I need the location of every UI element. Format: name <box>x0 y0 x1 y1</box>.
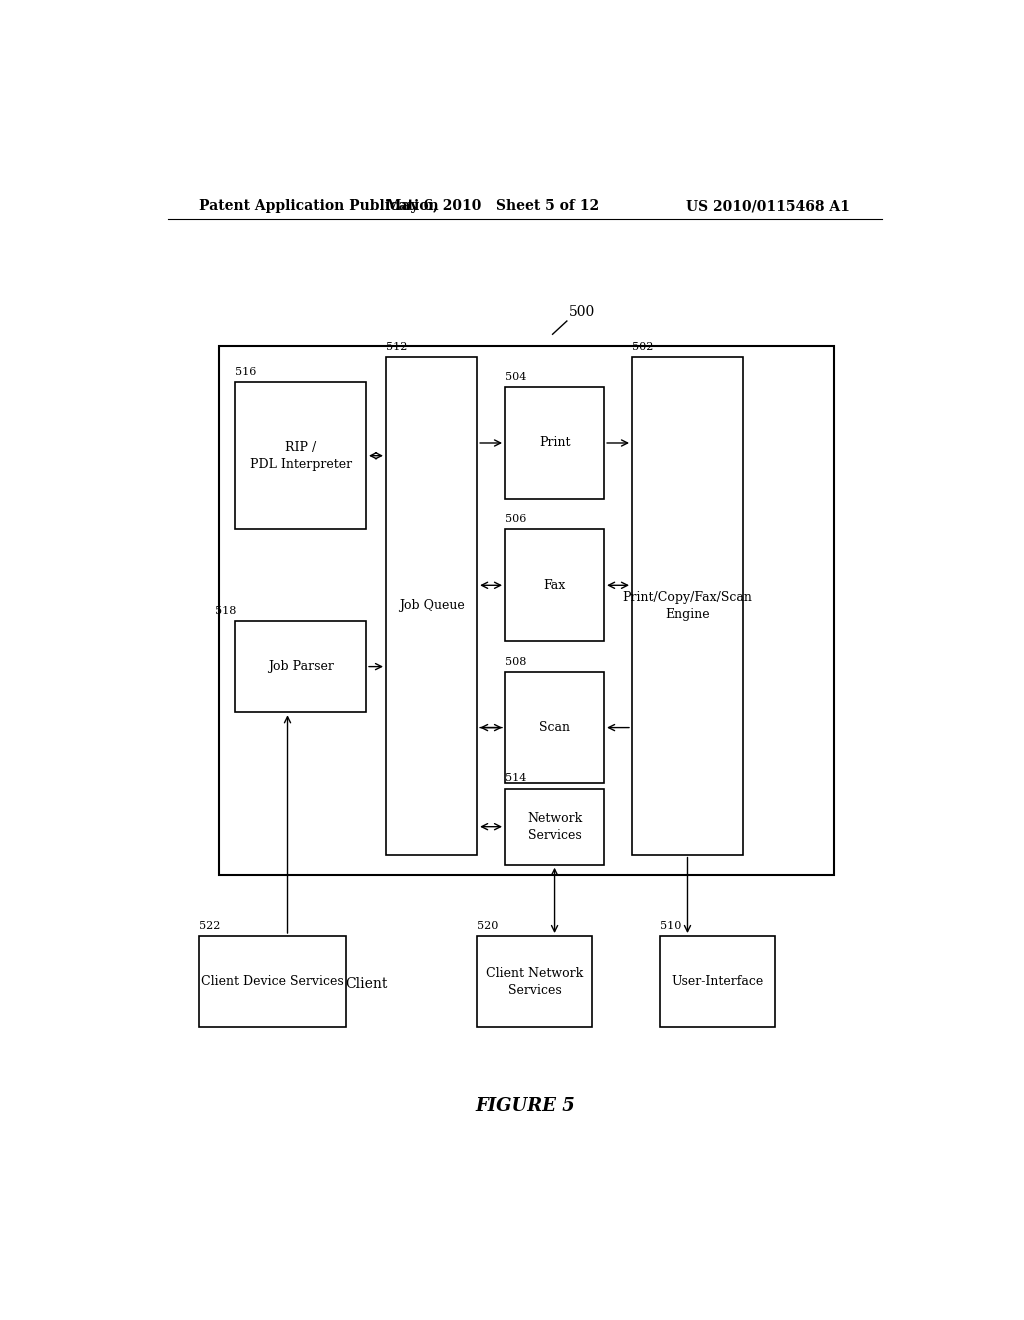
Text: 500: 500 <box>568 305 595 319</box>
Text: FIGURE 5: FIGURE 5 <box>475 1097 574 1114</box>
FancyBboxPatch shape <box>632 356 743 854</box>
FancyBboxPatch shape <box>477 936 592 1027</box>
FancyBboxPatch shape <box>659 936 775 1027</box>
Text: Job Parser: Job Parser <box>267 660 334 673</box>
Text: Fax: Fax <box>544 578 565 591</box>
Text: Client Network
Services: Client Network Services <box>486 966 584 997</box>
Text: May 6, 2010   Sheet 5 of 12: May 6, 2010 Sheet 5 of 12 <box>386 199 600 213</box>
Text: 506: 506 <box>505 515 526 524</box>
FancyBboxPatch shape <box>505 387 604 499</box>
Text: 514: 514 <box>505 774 526 784</box>
FancyBboxPatch shape <box>200 936 346 1027</box>
Text: Print: Print <box>539 437 570 450</box>
Text: 504: 504 <box>505 372 526 381</box>
Text: Client Device Services: Client Device Services <box>202 975 344 989</box>
Text: Patent Application Publication: Patent Application Publication <box>200 199 439 213</box>
Text: 518: 518 <box>215 606 237 615</box>
Text: Network
Services: Network Services <box>527 812 583 842</box>
FancyBboxPatch shape <box>505 788 604 865</box>
Text: Print/Copy/Fax/Scan
Engine: Print/Copy/Fax/Scan Engine <box>623 590 753 620</box>
FancyBboxPatch shape <box>219 346 835 875</box>
Text: 508: 508 <box>505 656 526 667</box>
Text: 522: 522 <box>200 921 221 931</box>
Text: 512: 512 <box>386 342 408 351</box>
Text: 502: 502 <box>632 342 653 351</box>
Text: RIP /
PDL Interpreter: RIP / PDL Interpreter <box>250 441 351 471</box>
Text: Client: Client <box>345 977 387 991</box>
Text: 516: 516 <box>236 367 256 378</box>
Text: US 2010/0115468 A1: US 2010/0115468 A1 <box>686 199 850 213</box>
FancyBboxPatch shape <box>505 672 604 784</box>
FancyBboxPatch shape <box>236 381 367 529</box>
Text: 510: 510 <box>659 921 681 931</box>
Text: Scan: Scan <box>539 721 570 734</box>
Text: User-Interface: User-Interface <box>671 975 763 989</box>
FancyBboxPatch shape <box>505 529 604 642</box>
Text: Job Queue: Job Queue <box>398 599 465 612</box>
Text: 520: 520 <box>477 921 499 931</box>
FancyBboxPatch shape <box>386 356 477 854</box>
FancyBboxPatch shape <box>236 620 367 713</box>
